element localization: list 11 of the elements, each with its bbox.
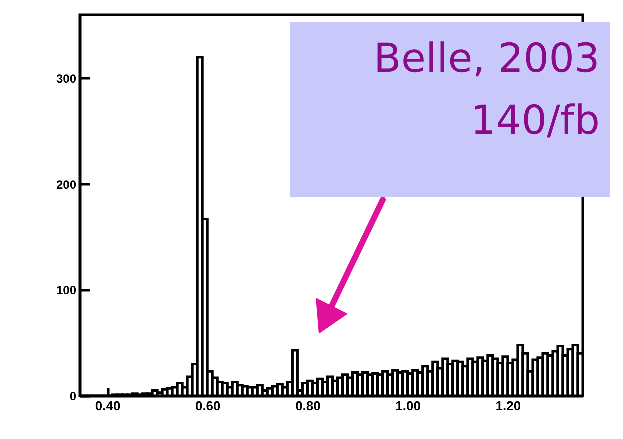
y-tick-label: 200 xyxy=(56,178,77,192)
annotation: Belle, 2003 xyxy=(372,35,600,84)
x-tick-label: 0.40 xyxy=(95,398,121,414)
x-tick-label: 0.80 xyxy=(296,398,321,414)
x-tick-label: 1.20 xyxy=(496,398,522,414)
annotation: 140/fb xyxy=(470,97,600,146)
y-tick-label: 100 xyxy=(56,284,77,298)
y-tick-label: 300 xyxy=(56,72,77,86)
x-tick-label: 1.00 xyxy=(396,398,421,414)
x-tick-label: 0.60 xyxy=(195,398,221,414)
y-tick-label: 0 xyxy=(70,390,77,404)
